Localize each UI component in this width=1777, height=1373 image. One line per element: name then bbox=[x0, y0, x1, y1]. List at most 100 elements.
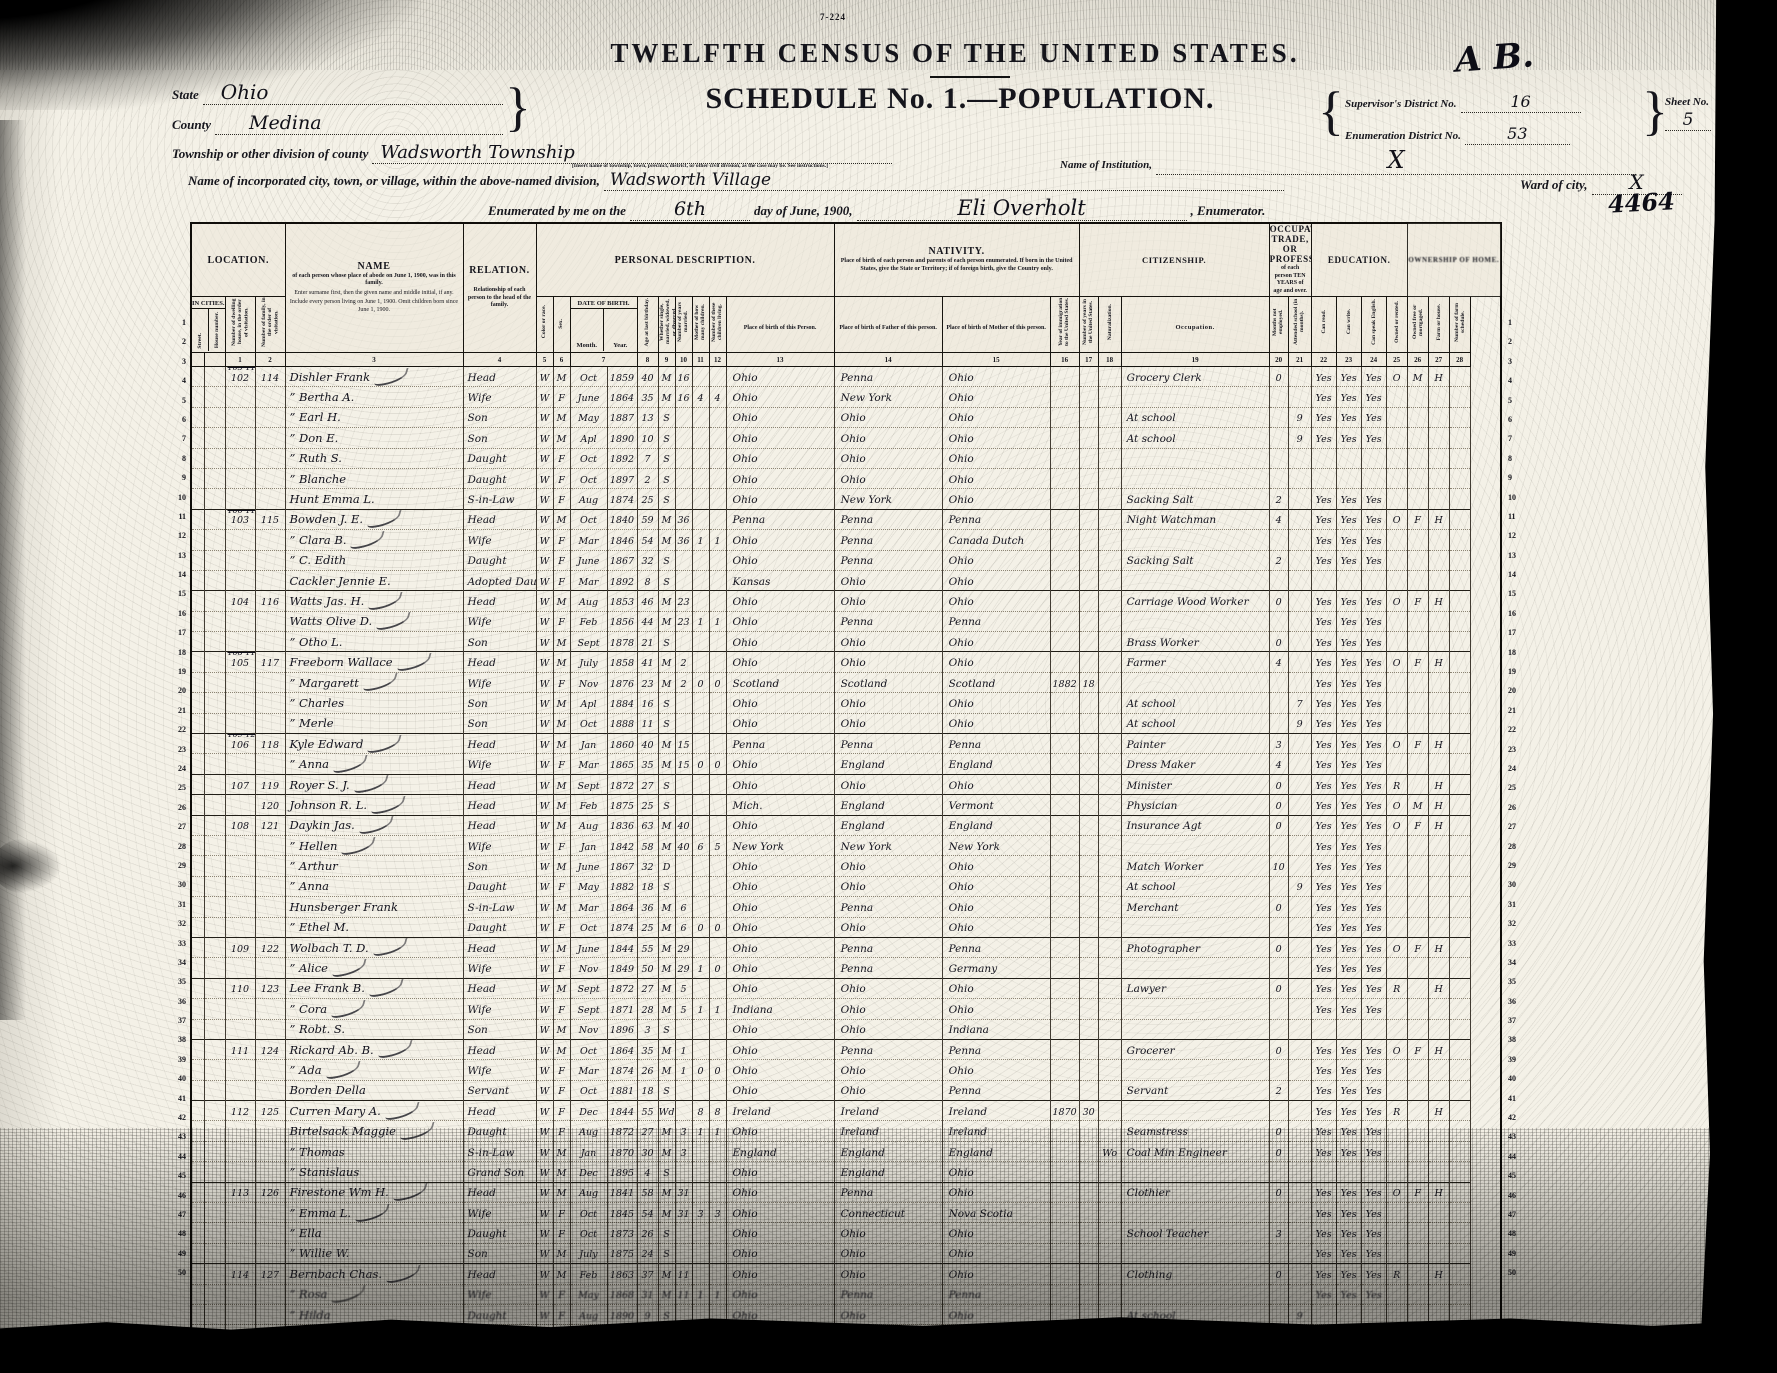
col-year-label: Year. bbox=[603, 308, 636, 351]
cell-c: W bbox=[535, 733, 554, 755]
cell-ow: O bbox=[1385, 1181, 1408, 1204]
cell-rl: Head bbox=[462, 1263, 537, 1285]
cell-pm: Ohio bbox=[941, 651, 1051, 673]
cell-rd: Yes bbox=[1310, 1284, 1337, 1305]
cell-ag: 27 bbox=[636, 1120, 659, 1142]
cell-wr: Yes bbox=[1335, 1263, 1362, 1285]
row-number: 11 bbox=[178, 511, 186, 521]
cell-fs bbox=[1448, 1243, 1471, 1265]
cell-bm: Aug bbox=[569, 1120, 608, 1142]
cell-cl: 0 bbox=[708, 917, 727, 938]
cell-hn bbox=[203, 1222, 226, 1244]
cell-fh bbox=[1427, 753, 1450, 775]
cell-cl: 0 bbox=[708, 753, 727, 775]
cell-na bbox=[1097, 550, 1122, 571]
row-number: 34 bbox=[1508, 957, 1516, 967]
cell-fr: F bbox=[1406, 733, 1429, 755]
table-row: ” Charles Son W M Apl 1884 16 S Ohio Ohio Ohio At s… bbox=[190, 692, 1501, 714]
cell-ag: 27 bbox=[636, 977, 659, 1000]
cell-dw bbox=[224, 1161, 256, 1183]
cell-st bbox=[190, 448, 205, 469]
cell-yu bbox=[1078, 692, 1099, 714]
cell-yu bbox=[1078, 1263, 1099, 1285]
row-number: 47 bbox=[1508, 1209, 1516, 1219]
cell-rd: Yes bbox=[1310, 917, 1337, 938]
row-number: 12 bbox=[178, 531, 186, 541]
col-dwelling: Number of dwelling house, in the order o… bbox=[224, 296, 256, 353]
cell-ag: 7 bbox=[636, 448, 659, 469]
cell-rl: S-in-Law bbox=[462, 488, 537, 510]
num-street bbox=[190, 352, 205, 367]
cell-mn: 0 bbox=[1268, 1181, 1289, 1204]
cell-s: M bbox=[552, 773, 571, 796]
cell-hn bbox=[203, 1181, 226, 1204]
cell-rl: Daught bbox=[462, 1304, 537, 1326]
cell-na bbox=[1097, 1243, 1122, 1265]
cell-hn bbox=[203, 896, 226, 918]
cell-by: 1840 bbox=[606, 508, 638, 531]
cell-pm: Ohio bbox=[941, 590, 1051, 612]
cell-rl: Wife bbox=[462, 386, 537, 408]
cell-hn bbox=[203, 1141, 226, 1163]
cell-mn bbox=[1268, 1243, 1289, 1265]
cell-rd: Yes bbox=[1310, 998, 1337, 1020]
row-number: 49 bbox=[1508, 1248, 1516, 1258]
cell-by: 1865 bbox=[606, 753, 638, 775]
cell-pm: Ohio bbox=[941, 692, 1051, 714]
ink-flourish bbox=[377, 1040, 413, 1059]
cell-wr: Yes bbox=[1335, 386, 1362, 408]
cell-pm: Ohio bbox=[941, 1161, 1051, 1183]
row-number: 31 bbox=[178, 899, 186, 909]
cell-nm: Wolbach T. D. bbox=[284, 936, 464, 959]
cell-wr: Yes bbox=[1335, 590, 1362, 612]
row-number: 45 bbox=[178, 1171, 186, 1181]
cell-pf: New York bbox=[833, 488, 943, 510]
col-months: Months not employed. bbox=[1268, 296, 1289, 353]
row-number: 32 bbox=[178, 919, 186, 929]
cell-na bbox=[1097, 1284, 1122, 1305]
cell-fr bbox=[1406, 448, 1429, 469]
cell-oc bbox=[1120, 1019, 1270, 1040]
cell-fr: F bbox=[1406, 936, 1429, 959]
cell-en: Yes bbox=[1360, 488, 1387, 510]
state-county-brace: } bbox=[505, 77, 531, 137]
cell-cl bbox=[708, 977, 727, 1000]
cell-cl bbox=[708, 508, 727, 531]
township-note: [Insert name of township, town, precinct… bbox=[571, 163, 829, 169]
col-fsched: Number of farm schedule. bbox=[1448, 296, 1471, 353]
cell-bm: Oct bbox=[569, 508, 608, 531]
table-row: ” Clara B. Wife W F Mar 1846 54 M 36 1 1 Ohio Penna C… bbox=[190, 529, 1501, 551]
cell-pf: England bbox=[833, 814, 943, 836]
cell-rd: Yes bbox=[1310, 896, 1337, 918]
row-number: 7 bbox=[182, 434, 186, 444]
cell-nm: ” Ruth S. bbox=[284, 448, 464, 469]
cell-pf: Ohio bbox=[833, 448, 943, 469]
ink-flourish bbox=[373, 367, 409, 386]
cell-fs bbox=[1448, 957, 1471, 979]
cell-ow bbox=[1385, 611, 1408, 633]
cell-fm: 118 bbox=[254, 733, 286, 755]
cell-st bbox=[190, 713, 205, 735]
cell-oc bbox=[1120, 529, 1270, 551]
cell-ow bbox=[1385, 1080, 1408, 1102]
cell-hn bbox=[203, 977, 226, 1000]
cell-ow: O bbox=[1385, 814, 1408, 836]
cell-wr: Yes bbox=[1335, 488, 1362, 510]
table-row: ” Cora Wife W F Sept 1871 28 M 5 1 1 Indiana Ohio Ohi… bbox=[190, 998, 1501, 1020]
cell-pf: Ohio bbox=[833, 570, 943, 592]
cell-wr: Yes bbox=[1335, 508, 1362, 531]
cell-s: M bbox=[552, 692, 571, 714]
cell-pm: Canada Dutch bbox=[941, 529, 1051, 551]
row-number: 35 bbox=[1508, 977, 1516, 987]
table-row: ” Ella Daught W F Oct 1873 26 S Ohio Ohio Ohio Scho… bbox=[190, 1222, 1501, 1244]
cell-c: W bbox=[535, 753, 554, 775]
cell-ms: S bbox=[657, 631, 676, 653]
cell-s: M bbox=[552, 508, 571, 531]
cell-en: Yes bbox=[1360, 692, 1387, 714]
cell-pb: Ohio bbox=[725, 692, 835, 714]
cell-hn bbox=[203, 1059, 226, 1081]
cell-ow bbox=[1385, 713, 1408, 735]
cell-by: 1881 bbox=[606, 1080, 638, 1102]
cell-pb: Ohio bbox=[725, 488, 835, 510]
cell-sc bbox=[1287, 733, 1312, 755]
